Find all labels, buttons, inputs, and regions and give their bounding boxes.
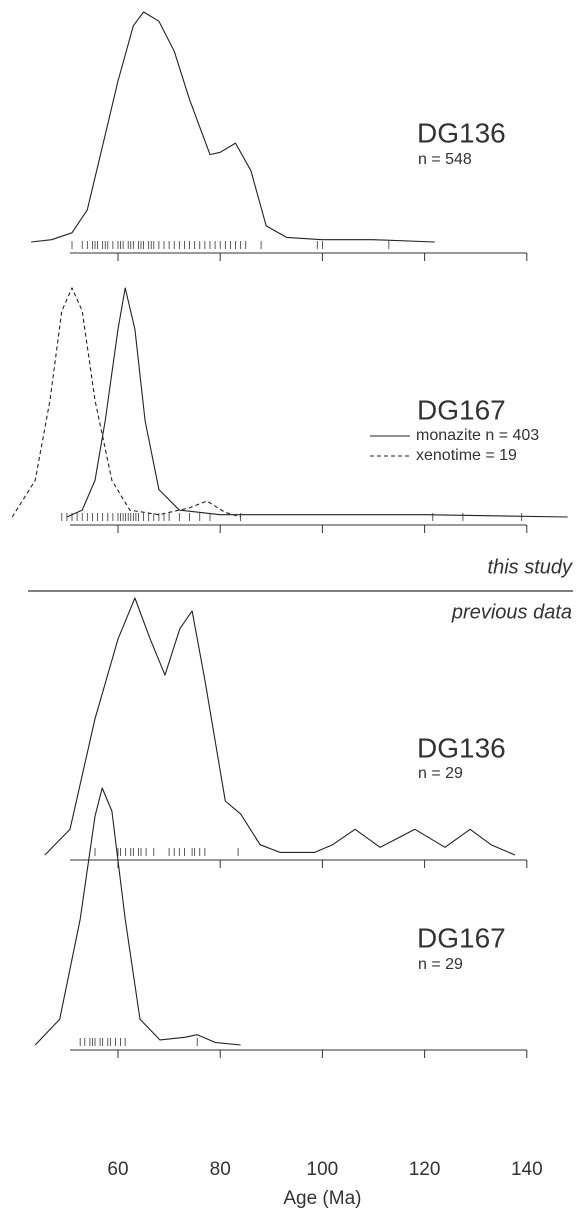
panel-title: DG167	[417, 922, 506, 953]
legend-label: monazite n = 403	[416, 427, 539, 444]
x-tick-label: 80	[210, 1159, 231, 1180]
legend-label: xenotime = 19	[416, 447, 517, 464]
x-tick-label: 140	[511, 1159, 543, 1180]
density-curve	[66, 287, 568, 518]
x-axis-title: Age (Ma)	[283, 1188, 361, 1209]
density-curve	[11, 287, 241, 518]
panel-subtitle: n = 29	[418, 956, 463, 973]
density-curve	[34, 787, 241, 1046]
panel-subtitle: n = 29	[418, 765, 463, 782]
annotation: previous data	[451, 601, 572, 623]
panel-title: DG136	[417, 732, 506, 763]
x-tick-label: 120	[409, 1159, 441, 1180]
x-tick-label: 60	[107, 1159, 128, 1180]
panel-title: DG167	[417, 394, 506, 425]
panel-title: DG136	[417, 117, 506, 148]
panel-subtitle: n = 548	[418, 151, 472, 168]
x-tick-label: 100	[307, 1159, 339, 1180]
density-curve	[44, 597, 516, 856]
density-curve	[31, 11, 435, 243]
annotation: this study	[488, 556, 573, 578]
